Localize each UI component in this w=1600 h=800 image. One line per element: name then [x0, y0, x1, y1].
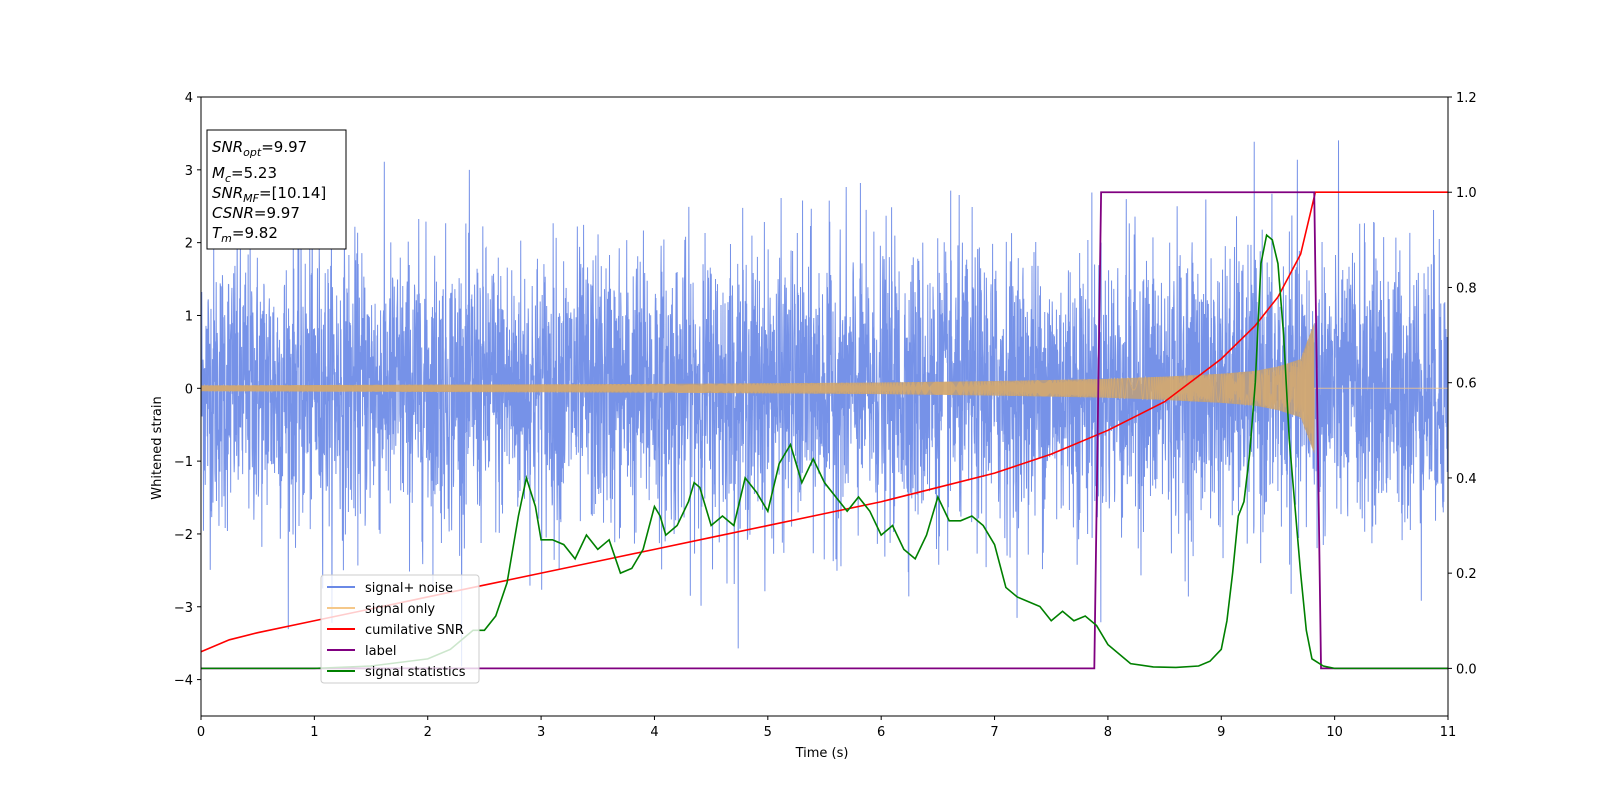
- y-left-tick-label: −2: [174, 528, 193, 543]
- x-tick-label: 11: [1440, 725, 1457, 740]
- series-signal-statistics: [201, 233, 1448, 670]
- legend: signal+ noise signal only cumilative SNR la…: [320, 574, 480, 684]
- legend-label: signal statistics: [365, 665, 466, 680]
- x-tick-label: 8: [1104, 725, 1112, 740]
- y-left-tick-label: −3: [174, 601, 193, 616]
- y-right-tick-label: 0.2: [1456, 567, 1477, 582]
- annotation-csnr: CSNR=9.97: [212, 204, 300, 222]
- legend-label: label: [365, 644, 396, 659]
- y-left-tick-label: −1: [174, 455, 193, 470]
- annotation-tm: Tm=9.82: [212, 224, 278, 245]
- x-tick-label: 0: [197, 725, 205, 740]
- legend-label: cumilative SNR: [365, 623, 464, 638]
- x-axis-label: Time (s): [795, 746, 849, 761]
- annotation-snr-opt: SNRopt=9.97: [212, 138, 307, 159]
- legend-label: signal only: [365, 602, 435, 617]
- x-tick-label: 2: [424, 725, 432, 740]
- x-tick-label: 6: [877, 725, 885, 740]
- y-left-tick-label: 0: [185, 382, 193, 397]
- y-right-tick-label: 0.0: [1456, 662, 1477, 677]
- y-left-tick-label: 3: [185, 164, 193, 179]
- x-tick-label: 7: [990, 725, 998, 740]
- plot-frame: [200, 96, 1449, 717]
- annotation-mc: Mc=5.23: [212, 164, 277, 185]
- y-right-tick-label: 1.0: [1456, 186, 1477, 201]
- x-tick-label: 4: [650, 725, 658, 740]
- y-right-tick-label: 0.6: [1456, 377, 1477, 392]
- y-left-tick-label: 1: [185, 309, 193, 324]
- x-tick-label: 5: [764, 725, 772, 740]
- y-right-tick-label: 1.2: [1456, 91, 1477, 106]
- annotation-snr-mf: SNRMF=[10.14]: [212, 184, 326, 205]
- y-left-tick-label: 4: [185, 91, 193, 106]
- x-tick-label: 10: [1326, 725, 1343, 740]
- legend-box: [320, 574, 480, 684]
- y-axis-label: Whitened strain: [150, 396, 165, 499]
- y-right-tick-label: 0.8: [1456, 281, 1477, 296]
- x-tick-label: 1: [310, 725, 318, 740]
- axes: 0 1 2 3 4 5 6 7 8 9 10 11 −4 −3 −2 −1 0 1 2 3 4 0.0 0.2 0.4 0.6 0…: [174, 91, 1477, 740]
- y-left-tick-label: 2: [185, 237, 193, 252]
- legend-label: signal+ noise: [365, 581, 453, 596]
- x-tick-label: 3: [537, 725, 545, 740]
- x-tick-label: 9: [1217, 725, 1225, 740]
- signal-only-envelope: [201, 322, 1315, 454]
- y-left-tick-label: −4: [174, 674, 193, 689]
- annotation-box: SNRopt=9.97 Mc=5.23 SNRMF=[10.14] CSNR=9…: [206, 129, 347, 250]
- y-right-tick-label: 0.4: [1456, 472, 1477, 487]
